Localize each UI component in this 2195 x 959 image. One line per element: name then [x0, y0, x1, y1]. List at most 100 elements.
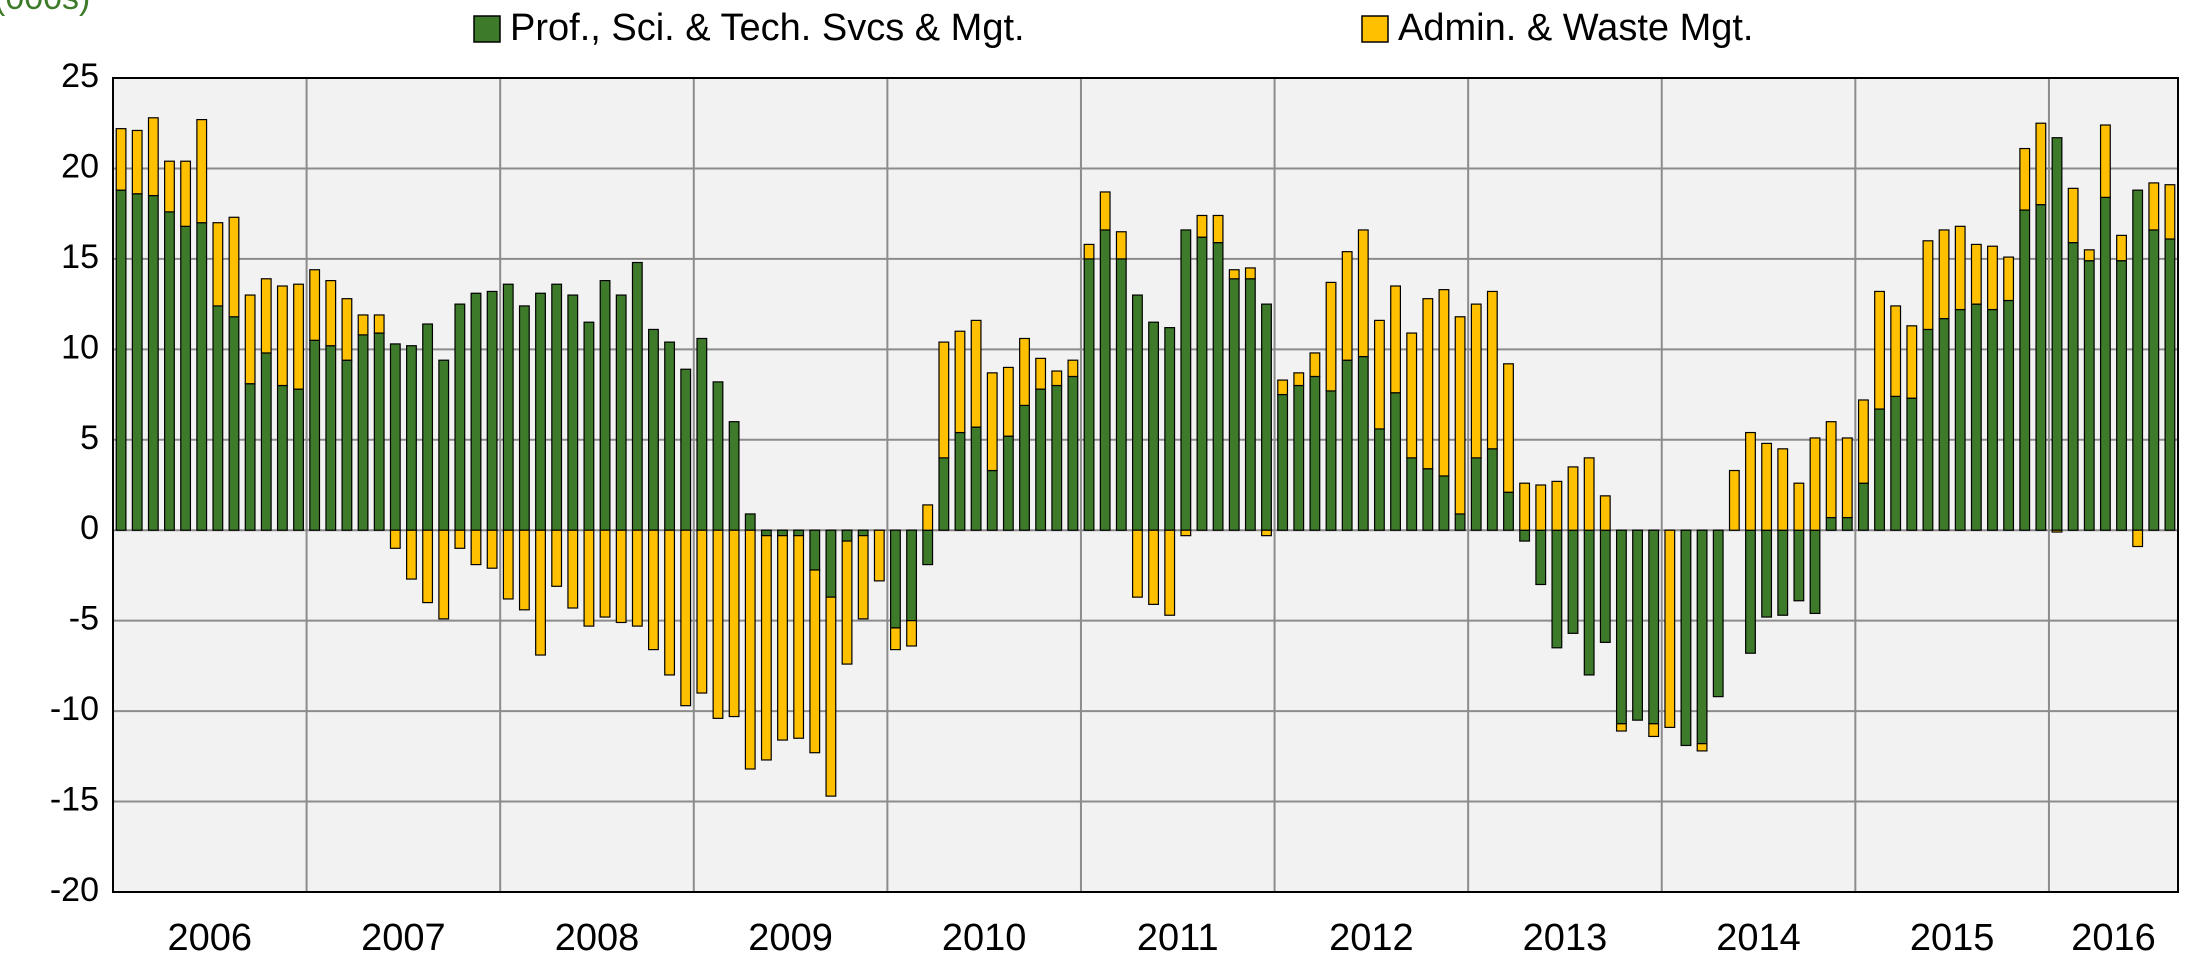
bar-segment — [1115, 258, 1127, 531]
bar-segment — [1777, 448, 1789, 531]
bar-segment — [1987, 308, 1998, 531]
bar-segment — [567, 529, 579, 609]
bar-segment — [1761, 529, 1773, 618]
bar-segment — [986, 372, 998, 472]
bar-segment — [1277, 393, 1289, 531]
bar-segment — [1051, 370, 1063, 387]
bar-segment — [2132, 529, 2144, 548]
bar-segment — [1196, 214, 1208, 238]
bar-segment — [1857, 399, 1869, 484]
bar-segment — [1648, 723, 1660, 738]
bar-segment — [938, 341, 950, 459]
bar-segment — [1954, 225, 1966, 311]
bar-segment — [1583, 457, 1595, 531]
bar-segment — [1745, 529, 1756, 654]
bar-segment — [1454, 316, 1466, 515]
bar-segment — [1503, 491, 1514, 531]
bar-segment — [760, 535, 772, 761]
bar-segment — [2083, 249, 2095, 262]
bar-segment — [1841, 516, 1853, 531]
bar-segment — [389, 343, 401, 531]
bar-segment — [502, 283, 514, 531]
bar-segment — [2116, 260, 2127, 531]
x-tick-label: 2011 — [1137, 917, 1219, 959]
bar-segment — [873, 529, 885, 582]
bar-segment — [470, 292, 482, 531]
bar-segment — [954, 431, 966, 531]
bar-segment — [1906, 397, 1918, 531]
bar-segment — [373, 314, 385, 334]
bar-segment — [1406, 332, 1418, 459]
bar-segment — [680, 529, 692, 707]
bar-segment — [1583, 529, 1595, 676]
bar-segment — [1051, 384, 1063, 531]
bar-segment — [1083, 243, 1095, 260]
bar-segment — [857, 529, 869, 537]
bar-segment — [696, 529, 708, 694]
bar-segment — [260, 352, 272, 531]
bar-segment — [1454, 513, 1466, 531]
bar-segment — [1809, 529, 1821, 615]
bar-segment — [1341, 251, 1353, 361]
bar-segment — [1745, 431, 1756, 531]
bar-segment — [1664, 529, 1676, 728]
bar-segment — [1599, 495, 1611, 531]
bar-segment — [1261, 529, 1272, 537]
legend-swatch — [1361, 15, 1389, 43]
bar-segment — [1535, 484, 1547, 531]
bar-segment — [2051, 137, 2063, 531]
bar-segment — [373, 332, 385, 531]
bar-segment — [1470, 303, 1482, 459]
bar-segment — [1486, 290, 1498, 450]
bar-segment — [518, 305, 530, 531]
bar-segment — [551, 529, 563, 587]
bar-segment — [2083, 260, 2095, 531]
bar-segment — [680, 368, 692, 531]
bar-segment — [406, 345, 417, 531]
bar-segment — [922, 504, 934, 531]
bar-segment — [615, 529, 627, 624]
bar-segment — [1406, 457, 1418, 531]
bar-segment — [793, 529, 805, 537]
bar-segment — [1067, 359, 1079, 378]
x-tick-label: 2007 — [361, 917, 446, 959]
bar-segment — [1148, 529, 1160, 605]
bar-segment — [1019, 404, 1030, 531]
bar-segment — [2116, 234, 2127, 262]
bar-segment — [728, 421, 740, 531]
bar-segment — [293, 388, 304, 531]
bar-segment — [1551, 480, 1563, 531]
bar-segment — [1099, 191, 1111, 231]
bar-segment — [1180, 529, 1192, 537]
bar-segment — [1002, 366, 1014, 437]
bar-segment — [1261, 303, 1272, 531]
bar-segment — [438, 529, 450, 620]
bar-segment — [1212, 242, 1224, 531]
bar-segment — [1357, 229, 1369, 358]
bar-segment — [422, 323, 434, 531]
bar-segment — [938, 457, 950, 531]
bar-segment — [583, 321, 595, 531]
bar-segment — [2099, 124, 2111, 198]
bar-segment — [438, 359, 450, 531]
bar-segment — [1164, 327, 1176, 531]
y-tick-label: -15 — [50, 781, 99, 819]
bar-segment — [712, 381, 724, 531]
bar-segment — [1906, 325, 1918, 399]
bar-segment — [1987, 245, 1998, 311]
bar-segment — [1825, 516, 1837, 531]
bar-segment — [841, 529, 853, 542]
bar-segment — [1551, 529, 1563, 649]
bar-segment — [1761, 442, 1773, 531]
bar-segment — [583, 529, 595, 627]
bar-segment — [147, 117, 159, 197]
bar-segment — [841, 540, 853, 665]
bar-segment — [599, 279, 611, 531]
bar-segment — [389, 529, 401, 549]
bar-segment — [1777, 529, 1789, 616]
legend-label: Admin. & Waste Mgt. — [1398, 7, 1753, 49]
bar-segment — [551, 283, 563, 531]
bar-segment — [1809, 437, 1821, 531]
bar-segment — [1438, 289, 1450, 477]
bar-segment — [728, 529, 740, 718]
